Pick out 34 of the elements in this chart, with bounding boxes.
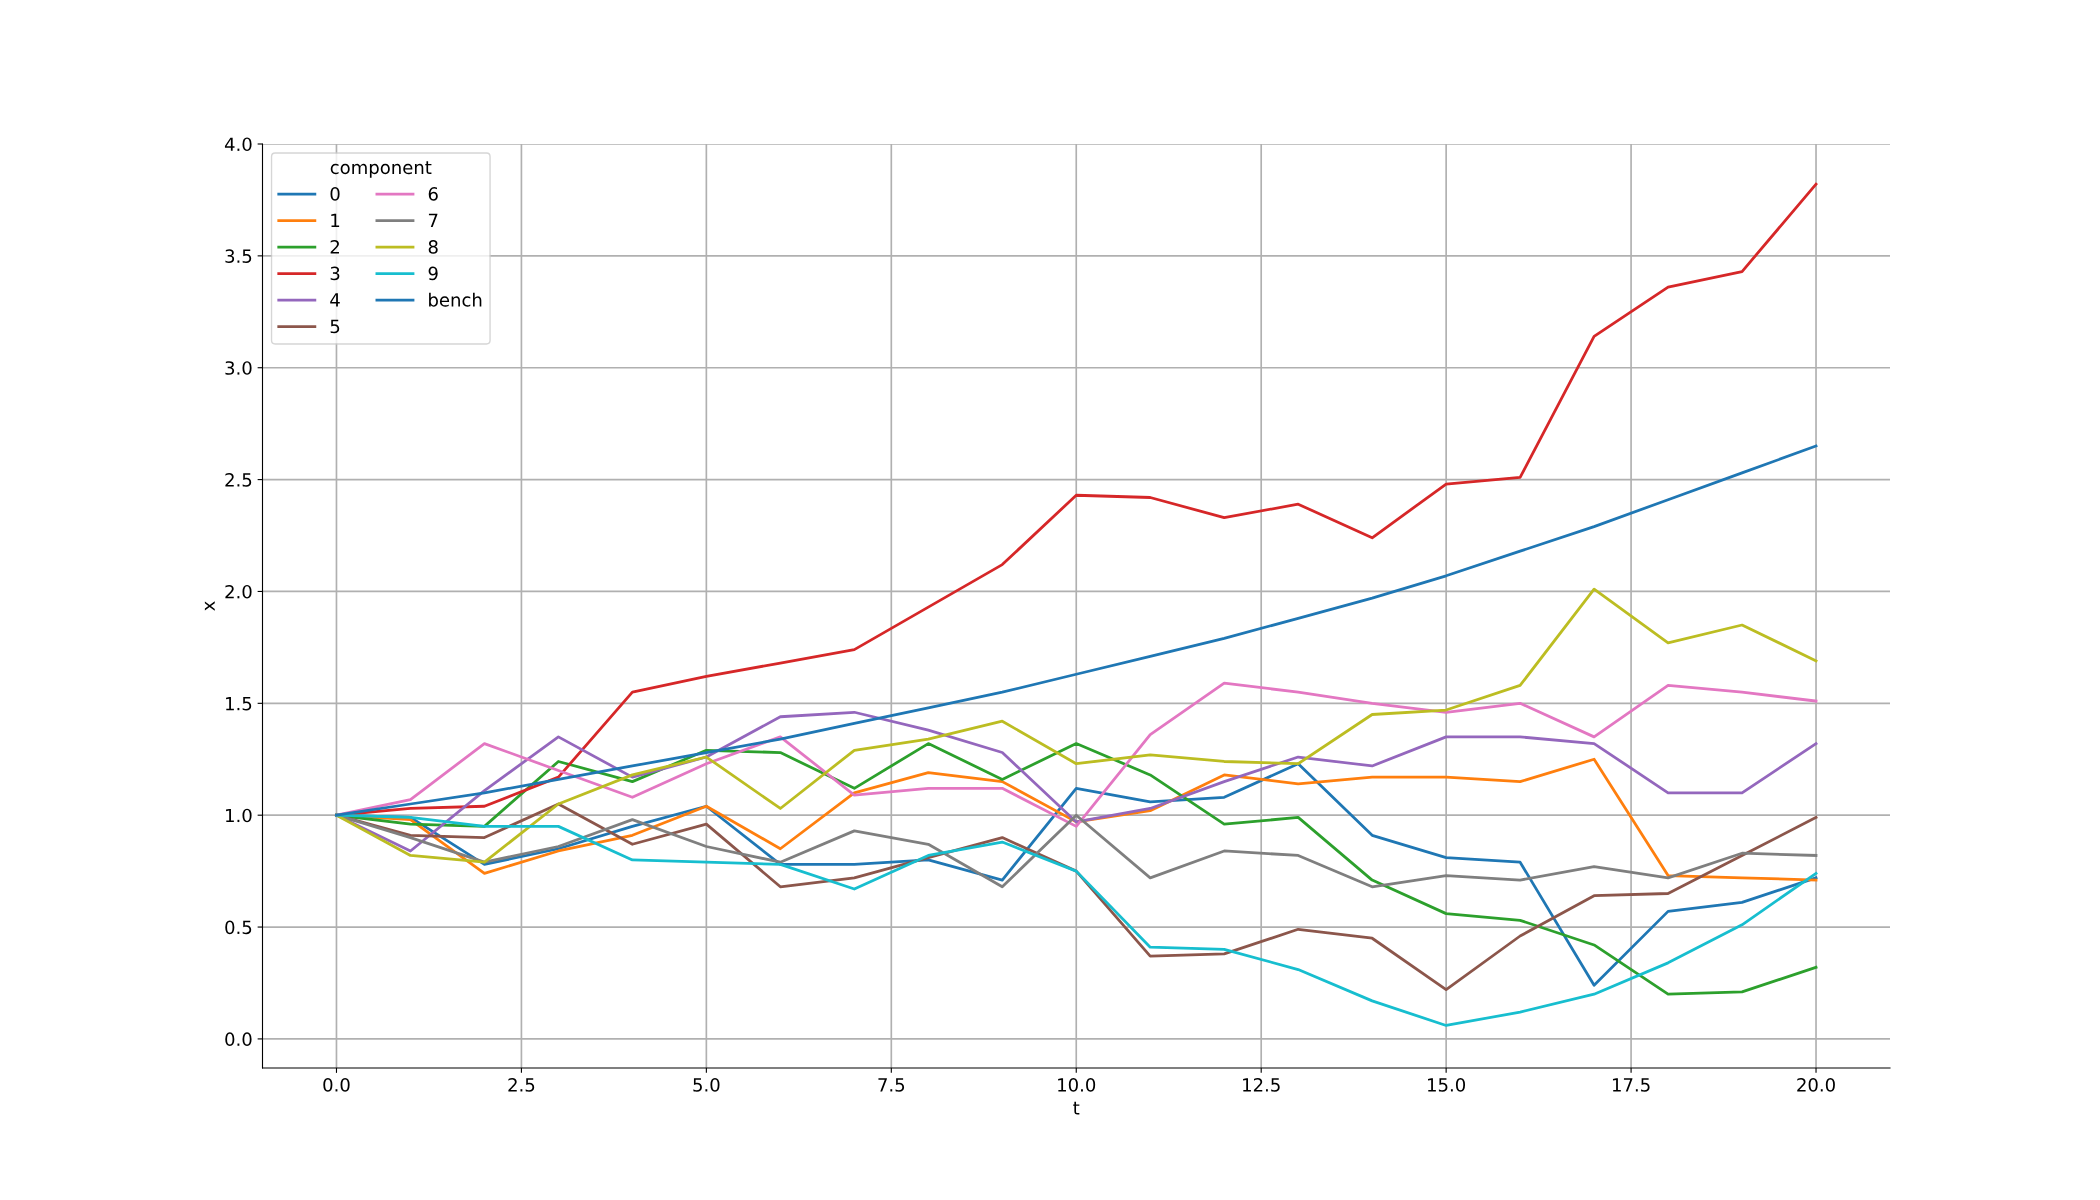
- x-tick-label: 0.0: [323, 1078, 350, 1092]
- y-tick-label: 3.0: [225, 361, 252, 375]
- x-tick-label: 20.0: [1797, 1078, 1835, 1092]
- y-tick-label: 0.5: [225, 920, 252, 935]
- legend-label: 8: [428, 240, 438, 254]
- y-tick-label: 2.0: [225, 584, 252, 599]
- legend-label: 0: [330, 187, 340, 201]
- x-axis-title: t: [1073, 1101, 1080, 1115]
- y-tick-label: 4.0: [224, 137, 252, 152]
- x-tick-label: 15.0: [1428, 1078, 1466, 1092]
- y-axis-title: x: [204, 601, 215, 611]
- x-tick-label: 7.5: [878, 1078, 905, 1092]
- legend-label: 3: [330, 266, 340, 281]
- legend-label: 6: [428, 187, 438, 201]
- legend-label: 4: [330, 293, 340, 307]
- legend-title: component: [330, 161, 432, 178]
- y-tick-label: 1.5: [226, 697, 252, 711]
- x-tick-label: 10.0: [1058, 1078, 1096, 1092]
- x-tick-label: 12.5: [1243, 1078, 1280, 1092]
- y-tick-label: 0.0: [225, 1032, 252, 1047]
- legend-label: 7: [428, 213, 438, 227]
- legend-label: bench: [429, 292, 482, 307]
- y-tick-label: 1.0: [226, 808, 252, 823]
- legend-label: 5: [330, 319, 340, 334]
- line-series: [335, 813, 1818, 1027]
- line-series: [335, 587, 1818, 864]
- y-tick-label: 3.5: [225, 249, 252, 263]
- legend-label: 9: [428, 266, 438, 281]
- x-tick-label: 17.5: [1612, 1078, 1650, 1092]
- x-tick-label: 5.0: [693, 1078, 720, 1092]
- legend-label: 2: [330, 240, 339, 254]
- x-tick-label: 2.5: [508, 1078, 535, 1092]
- legend-label: 1: [331, 213, 340, 227]
- y-tick-label: 2.5: [225, 473, 252, 487]
